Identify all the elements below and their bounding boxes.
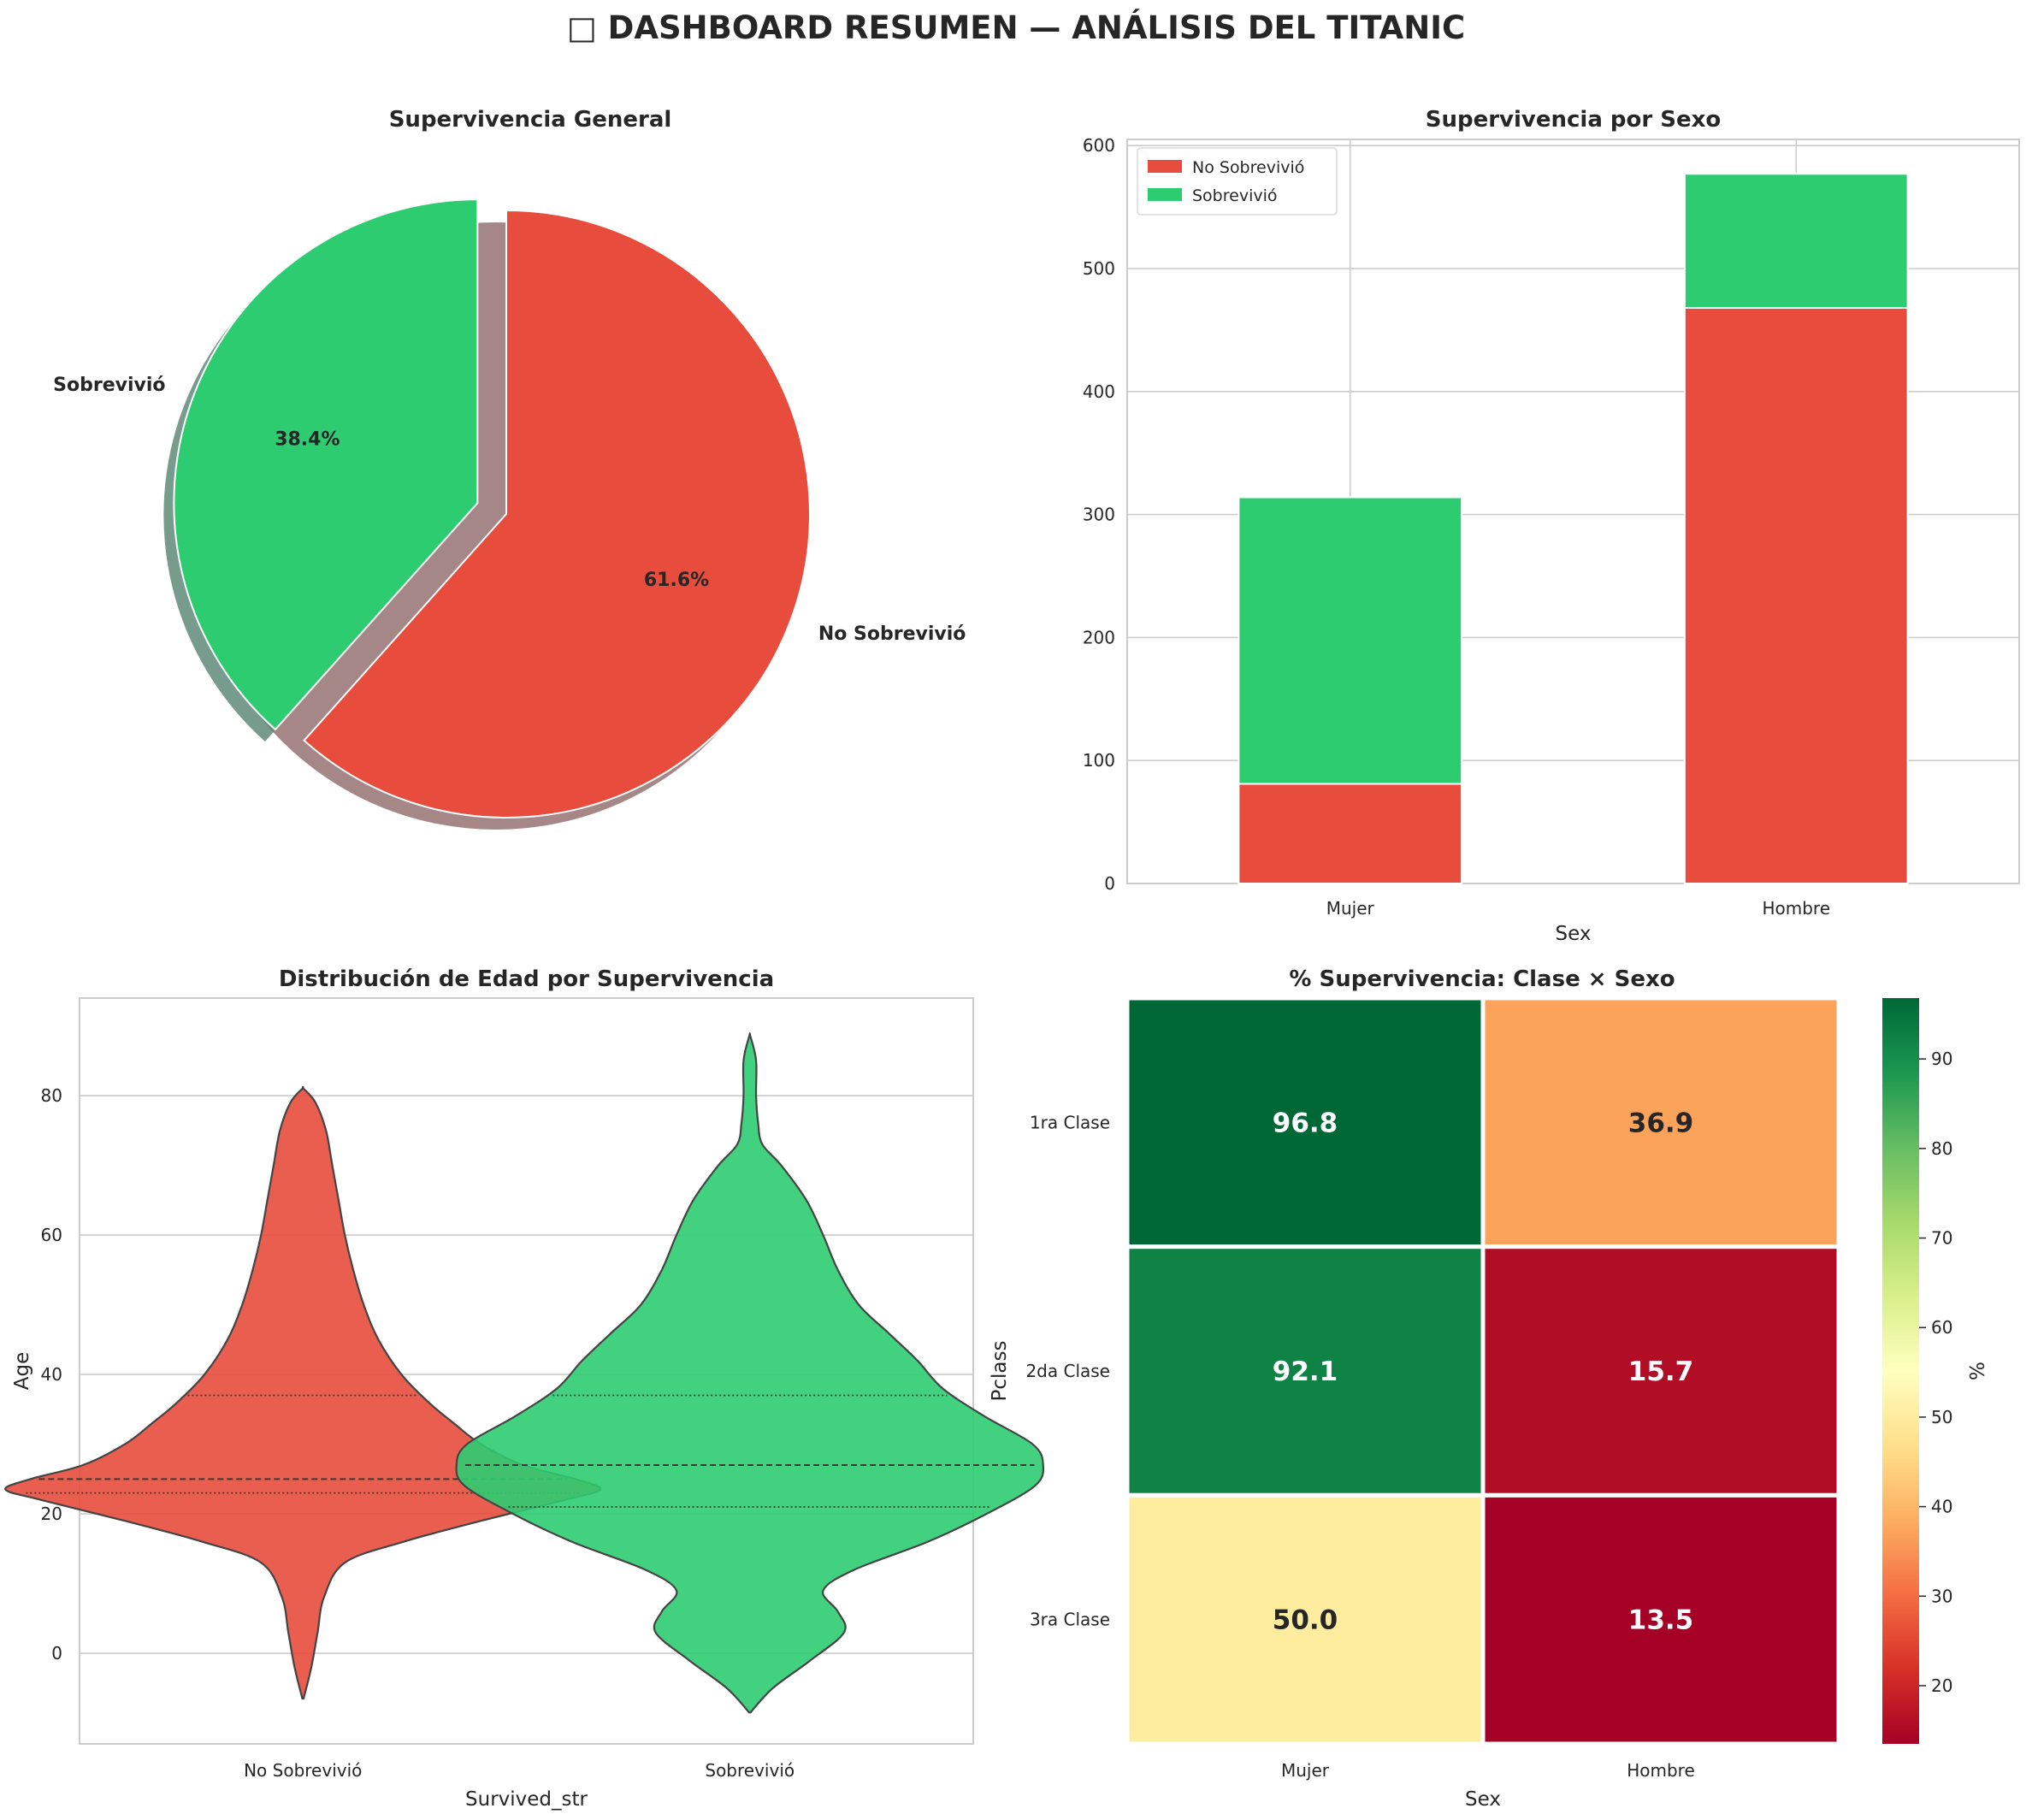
pie-pct-label: 61.6% <box>644 570 709 591</box>
violin-chart: Distribución de Edad por Supervivencia 0 2… <box>4 966 1045 1811</box>
heatmap-ytick-label: 3ra Clase <box>1030 1610 1110 1630</box>
bar-ytick-label: 300 <box>1083 505 1115 525</box>
pie-slice-no-sobrevivio <box>303 209 811 818</box>
heatmap-cell <box>1125 1244 1486 1498</box>
bar-ytick-label: 600 <box>1083 135 1115 156</box>
heatmap-cell-value: 15.7 <box>1628 1356 1694 1387</box>
heatmap-cell <box>1125 996 1486 1250</box>
violin-ytick-label: 0 <box>51 1643 62 1663</box>
colorbar-tick-label: 60 <box>1931 1317 1952 1338</box>
bar-xtick-label: Hombre <box>1762 898 1830 919</box>
heatmap-xtick-label: Mujer <box>1281 1760 1330 1781</box>
bar-sobrevivio-mujer <box>1238 496 1463 785</box>
pie-category-label: Sobrevivió <box>53 375 165 396</box>
stacked-bar-chart: Supervivencia por Sexo 0 100 200 300 400 500 60… <box>1083 107 2020 945</box>
violin-xaxis-label: Survived_str <box>465 1788 588 1811</box>
heatmap-title: % Supervivencia: Clase × Sexo <box>1289 966 1675 992</box>
heatmap-chart: % Supervivencia: Clase × Sexo 96.8 36.9 92.… <box>989 966 1989 1811</box>
heatmap-cell-value: 92.1 <box>1273 1356 1338 1387</box>
bar-ytick-label: 100 <box>1083 750 1115 771</box>
heatmap-cell-value: 13.5 <box>1628 1605 1694 1636</box>
dashboard-title: □ DASHBOARD RESUMEN — ANÁLISIS DEL TITAN… <box>567 9 1465 46</box>
colorbar-label: % <box>1967 1362 1989 1380</box>
bar-ytick-label: 200 <box>1083 627 1115 647</box>
colorbar-tick-label: 30 <box>1931 1586 1952 1606</box>
bar-no-sobrevivio-mujer <box>1238 783 1463 885</box>
colorbar-tick-label: 80 <box>1931 1138 1952 1159</box>
bar-ytick-label: 500 <box>1083 258 1115 279</box>
bar-legend-label: No Sobrevivió <box>1192 158 1304 177</box>
pie-pct-label: 38.4% <box>275 428 340 450</box>
violin-ytick-label: 20 <box>41 1504 62 1524</box>
bar-legend-swatch <box>1148 160 1182 173</box>
heatmap-xaxis-label: Sex <box>1465 1788 1501 1811</box>
bar-no-sobrevivio-hombre <box>1683 307 1909 885</box>
bar-sobrevivio-hombre <box>1683 173 1909 310</box>
violin-ytick-label: 40 <box>41 1364 62 1385</box>
violin-xtick-label: No Sobrevivió <box>244 1760 362 1781</box>
violin-yaxis-label: Age <box>11 1352 33 1390</box>
colorbar-tick-label: 70 <box>1931 1228 1952 1249</box>
bar-legend-label: Sobrevivió <box>1192 186 1278 205</box>
heatmap-cell-value: 50.0 <box>1273 1605 1338 1636</box>
heatmap-yaxis-label: Pclass <box>989 1341 1011 1402</box>
heatmap-cell <box>1480 1492 1841 1746</box>
colorbar-tick-label: 90 <box>1931 1049 1952 1069</box>
bar-ytick-label: 0 <box>1104 873 1115 894</box>
bar-xtick-label: Mujer <box>1326 898 1375 919</box>
heatmap-cell-value: 36.9 <box>1628 1108 1694 1138</box>
heatmap-cell <box>1480 996 1841 1250</box>
pie-category-label: No Sobrevivió <box>818 623 966 645</box>
colorbar-tick-label: 20 <box>1931 1675 1952 1696</box>
violin-xtick-label: Sobrevivió <box>705 1760 794 1781</box>
heatmap-cell-value: 96.8 <box>1273 1108 1338 1138</box>
bar-ytick-label: 400 <box>1083 381 1115 402</box>
pie-chart: Supervivencia General 61.6% No Sobrevivió 3… <box>53 107 966 830</box>
heatmap-ytick-label: 2da Clase <box>1025 1361 1110 1381</box>
violin-body-sobrevivio <box>455 1032 1045 1714</box>
bar-xaxis-label: Sex <box>1556 923 1592 945</box>
violin-ytick-label: 80 <box>41 1085 62 1106</box>
violin-ytick-label: 60 <box>41 1225 62 1245</box>
pie-title: Supervivencia General <box>389 107 672 133</box>
colorbar-tick-label: 40 <box>1931 1497 1952 1517</box>
heatmap-cell <box>1480 1244 1841 1498</box>
bar-legend-swatch <box>1148 188 1182 201</box>
violin-title: Distribución de Edad por Supervivencia <box>279 966 774 992</box>
pie-slice-sobrevivio <box>173 198 479 731</box>
colorbar <box>1882 998 1919 1744</box>
heatmap-xtick-label: Hombre <box>1627 1760 1695 1781</box>
bar-legend-box <box>1137 147 1338 216</box>
bar-title: Supervivencia por Sexo <box>1426 107 1722 133</box>
colorbar-tick-label: 50 <box>1931 1407 1952 1427</box>
heatmap-ytick-label: 1ra Clase <box>1030 1112 1110 1132</box>
